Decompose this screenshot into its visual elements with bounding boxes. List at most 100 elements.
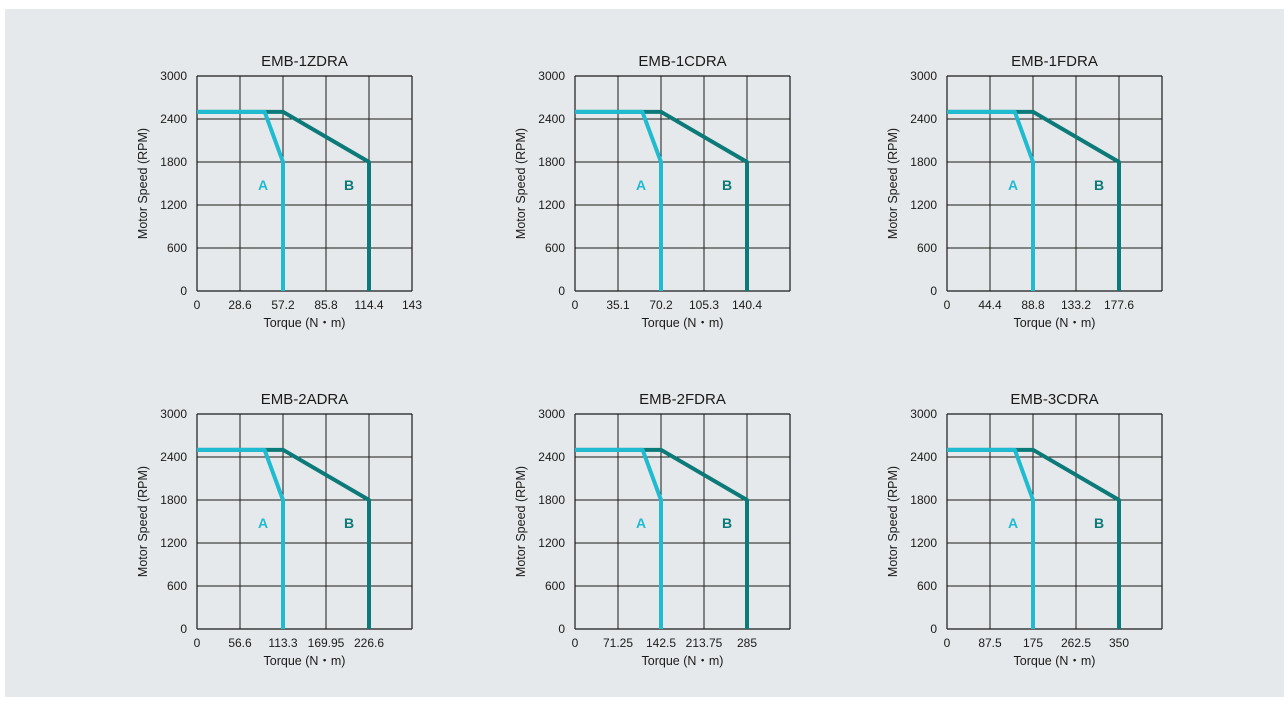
series-a-label: A (1008, 515, 1018, 531)
x-tick-label: 114.4 (354, 298, 383, 312)
series-b-label: B (1094, 177, 1104, 193)
x-axis-label: Torque (N・m) (1014, 316, 1096, 330)
y-tick-label: 600 (917, 241, 937, 255)
y-tick-label: 3000 (160, 407, 187, 421)
series-a-line (575, 447, 663, 629)
y-tick-label: 2400 (160, 450, 187, 464)
y-tick-label: 600 (167, 241, 187, 255)
x-axis-label: Torque (N・m) (264, 316, 346, 330)
x-tick-label: 113.3 (268, 636, 297, 650)
y-axis-label: Motor Speed (RPM) (136, 128, 150, 239)
chart-title: EMB-1FDRA (1011, 53, 1098, 70)
y-tick-label: 1200 (160, 536, 187, 550)
y-tick-label: 2400 (538, 112, 565, 126)
y-axis-label: Motor Speed (RPM) (514, 466, 528, 577)
x-tick-label: 143 (402, 298, 422, 312)
y-tick-label: 0 (930, 284, 937, 298)
x-axis-label: Torque (N・m) (642, 316, 724, 330)
x-tick-label: 262.5 (1061, 636, 1091, 650)
chart-2: EMB-1CDRA 0 600 1200 1800 2400 3000 0 35.1 70.2 10… (514, 53, 791, 330)
x-tick-label: 175 (1023, 636, 1043, 650)
y-tick-label: 0 (558, 284, 565, 298)
series-a-line (947, 447, 1035, 629)
y-tick-label: 3000 (910, 69, 937, 83)
y-tick-label: 3000 (538, 69, 565, 83)
y-tick-label: 600 (167, 579, 187, 593)
chart-title: EMB-2FDRA (639, 391, 726, 408)
series-a-label: A (1008, 177, 1018, 193)
y-tick-label: 1800 (910, 155, 937, 169)
y-tick-label: 3000 (538, 407, 565, 421)
x-tick-label: 350 (1109, 636, 1129, 650)
x-tick-label: 140.4 (732, 298, 762, 312)
series-a-label: A (636, 177, 646, 193)
y-tick-label: 2400 (538, 450, 565, 464)
chart-5: EMB-2FDRA 0 600 1200 1800 2400 3000 0 71.25 142.5… (514, 391, 791, 668)
y-tick-label: 2400 (910, 112, 937, 126)
y-tick-label: 3000 (910, 407, 937, 421)
x-tick-label: 0 (572, 636, 579, 650)
x-tick-label: 71.25 (603, 636, 633, 650)
x-tick-label: 142.5 (646, 636, 676, 650)
series-a-line (947, 109, 1035, 291)
x-tick-label: 0 (194, 298, 201, 312)
x-tick-label: 87.5 (978, 636, 1002, 650)
y-axis-label: Motor Speed (RPM) (136, 466, 150, 577)
series-a-label: A (636, 515, 646, 531)
y-tick-label: 3000 (160, 69, 187, 83)
series-b-label: B (344, 515, 354, 531)
y-tick-label: 1200 (910, 536, 937, 550)
x-tick-label: 57.2 (271, 298, 295, 312)
x-tick-label: 285 (737, 636, 757, 650)
y-tick-label: 1800 (160, 155, 187, 169)
chart-4: EMB-2ADRA 0 600 1200 1800 2400 3000 0 56.6 113.3 1… (136, 391, 413, 668)
y-tick-label: 1200 (910, 198, 937, 212)
x-tick-label: 44.4 (978, 298, 1002, 312)
series-b-label: B (722, 177, 732, 193)
x-axis-label: Torque (N・m) (264, 654, 346, 668)
y-tick-label: 600 (917, 579, 937, 593)
chart-title: EMB-2ADRA (261, 391, 349, 408)
x-tick-label: 0 (194, 636, 201, 650)
x-tick-label: 133.2 (1061, 298, 1091, 312)
y-tick-label: 1200 (538, 198, 565, 212)
x-tick-label: 85.8 (314, 298, 338, 312)
x-tick-label: 88.8 (1021, 298, 1045, 312)
x-tick-label: 177.6 (1104, 298, 1134, 312)
series-a-line (197, 447, 285, 629)
chart-6: EMB-3CDRA 0 600 1200 1800 2400 3000 0 87.5 175 262… (886, 391, 1163, 668)
y-tick-label: 1200 (160, 198, 187, 212)
series-b-label: B (722, 515, 732, 531)
x-tick-label: 0 (572, 298, 579, 312)
y-tick-label: 2400 (160, 112, 187, 126)
chart-title: EMB-1ZDRA (261, 53, 348, 70)
x-tick-label: 213.75 (686, 636, 723, 650)
y-tick-label: 0 (180, 622, 187, 636)
x-tick-label: 28.6 (228, 298, 252, 312)
x-tick-label: 35.1 (606, 298, 630, 312)
y-tick-label: 1800 (538, 493, 565, 507)
chart-panel (5, 9, 1284, 697)
x-tick-label: 226.6 (354, 636, 384, 650)
y-tick-label: 600 (545, 241, 565, 255)
x-tick-label: 0 (944, 636, 951, 650)
x-tick-label: 105.3 (689, 298, 719, 312)
y-tick-label: 1800 (160, 493, 187, 507)
y-tick-label: 0 (930, 622, 937, 636)
chart-title: EMB-3CDRA (1010, 391, 1098, 408)
x-axis-label: Torque (N・m) (642, 654, 724, 668)
series-b-label: B (344, 177, 354, 193)
y-axis-label: Motor Speed (RPM) (514, 128, 528, 239)
y-axis-label: Motor Speed (RPM) (886, 128, 900, 239)
x-tick-label: 56.6 (228, 636, 252, 650)
series-a-label: A (258, 515, 268, 531)
chart-1: EMB-1ZDRA 0 600 1200 1800 2400 3000 0 28.6 57.2 85… (136, 53, 422, 330)
y-tick-label: 0 (558, 622, 565, 636)
series-a-line (197, 109, 285, 291)
y-tick-label: 2400 (910, 450, 937, 464)
y-tick-label: 1200 (538, 536, 565, 550)
series-a-label: A (258, 177, 268, 193)
y-tick-label: 0 (180, 284, 187, 298)
x-tick-label: 169.95 (308, 636, 345, 650)
chart-3: EMB-1FDRA 0 600 1200 1800 2400 3000 0 44.4 88.8 13… (886, 53, 1163, 330)
